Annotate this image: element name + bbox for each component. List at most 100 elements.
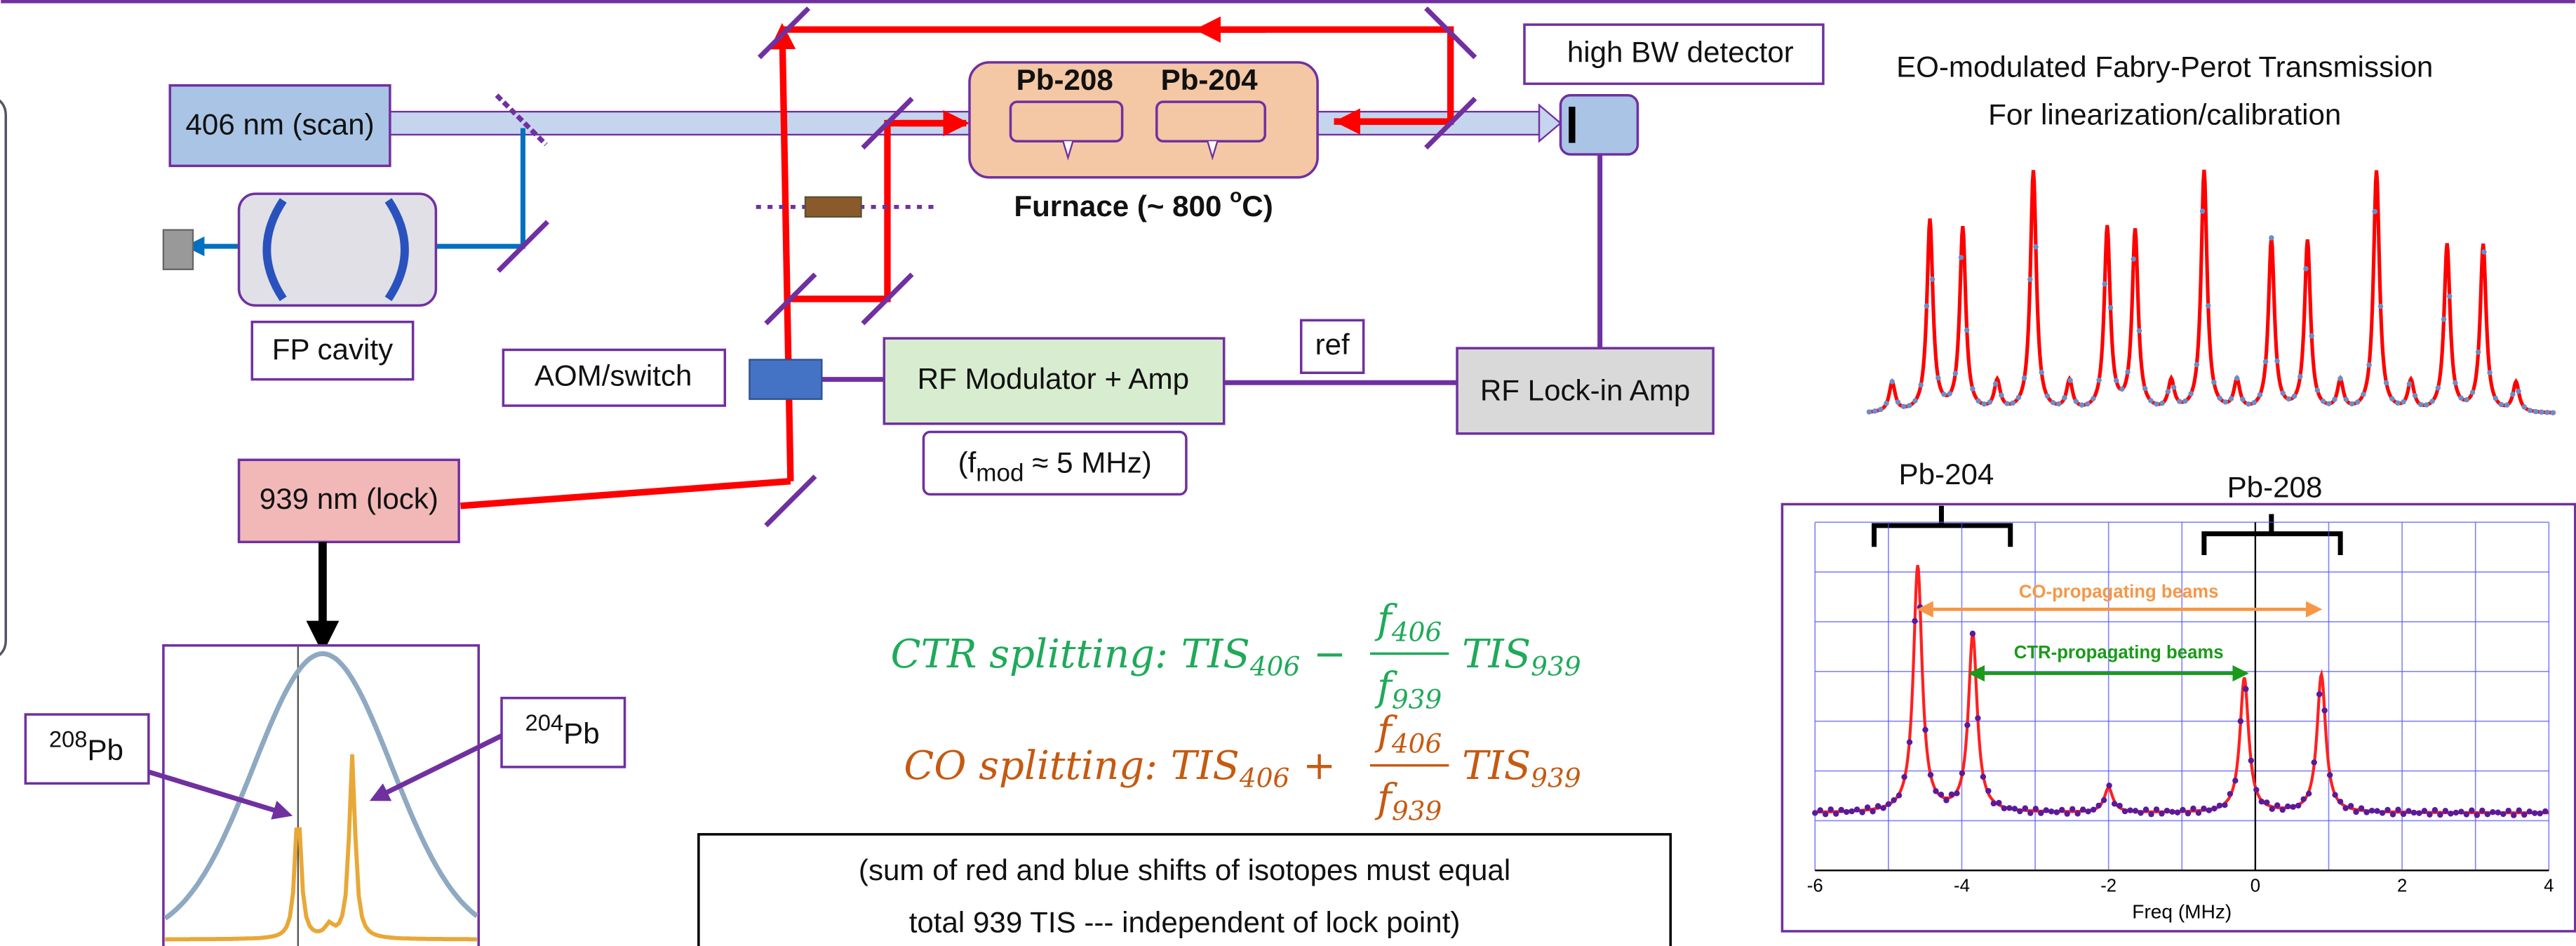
label: high BW detector <box>1567 35 1794 68</box>
spectrum-dot <box>2427 811 2433 818</box>
trace-dot <box>1866 409 1872 415</box>
spectrum-dot <box>2279 806 2286 813</box>
trace-dot <box>2349 401 2355 407</box>
trace-dot <box>2389 396 2395 401</box>
trace-dot <box>2010 400 2015 406</box>
trace-dot <box>2533 408 2539 415</box>
trace-dot <box>1929 277 1936 282</box>
spectrum-dot <box>2022 805 2028 811</box>
trace-dot <box>1981 401 1987 407</box>
trace-dot <box>1947 391 1952 397</box>
trace-dot <box>2487 370 2493 375</box>
spectrum-dot <box>2164 807 2171 814</box>
trace-dot <box>2211 380 2217 385</box>
spectrum-dot <box>1906 739 1913 745</box>
spectrum-dot <box>2132 808 2139 814</box>
trace-dot <box>1872 408 1878 414</box>
lens <box>384 198 409 302</box>
spectrum-dot <box>2127 807 2133 813</box>
label: Pb-208 <box>2227 471 2323 504</box>
spectrum-dot <box>2085 808 2091 815</box>
spectrum-dot <box>2300 796 2307 802</box>
spectrum-dot <box>2174 809 2181 815</box>
spectrum-dot <box>2232 778 2239 784</box>
spectrum-dot <box>1948 791 1955 798</box>
spectrum-dot <box>2274 802 2281 808</box>
spectrum-dot <box>2531 810 2538 816</box>
numerator: f406 <box>1374 709 1442 759</box>
trace-dot <box>2493 395 2499 401</box>
trace-dot <box>2458 395 2464 401</box>
spectrum-dot <box>1891 797 1897 804</box>
trace-dot <box>2418 401 2424 408</box>
trace-dot <box>2424 402 2429 408</box>
spectrum-dot <box>2337 799 2344 805</box>
trace-dot <box>2354 399 2361 405</box>
spectrum-dot <box>2100 797 2107 804</box>
lock-plot <box>162 644 480 946</box>
trace-dot <box>1900 404 1907 409</box>
trace-dot <box>1884 401 1889 406</box>
trace-dot <box>2469 389 2476 395</box>
spectrum-dot <box>2001 805 2008 812</box>
plot-frame <box>1780 502 2576 933</box>
spectrum-dot <box>1964 722 1971 728</box>
spectrum-dot <box>2421 808 2428 814</box>
ctr-label: CTR-propagating beams <box>2014 643 2224 662</box>
spectrum-dot <box>1822 811 1829 818</box>
trace-dot <box>1924 303 1930 309</box>
trace-dot <box>2332 397 2337 402</box>
spectrum-dot <box>2516 807 2522 813</box>
trace-dot <box>2441 317 2447 322</box>
trace-dot <box>2177 399 2182 404</box>
trace-dot <box>2165 389 2171 394</box>
trace-dot <box>2188 391 2194 397</box>
spectrum-dot <box>2159 811 2165 817</box>
trace-dot <box>2516 388 2521 394</box>
trace-dot <box>2142 385 2148 392</box>
spectrum-dot <box>2305 790 2312 797</box>
spectrum-dot <box>2295 802 2302 809</box>
trace-dot <box>2050 399 2056 406</box>
spectrum-dot <box>2211 805 2218 812</box>
trace-dot <box>2021 375 2027 381</box>
trace-dot <box>2096 378 2102 383</box>
spectrum-dot <box>2053 809 2060 815</box>
trace-dot <box>2067 378 2073 383</box>
label: 939 nm (lock) <box>260 482 438 515</box>
trace-dot <box>2337 375 2343 382</box>
spectrum-dot <box>2542 808 2549 815</box>
fmod-label: (fmod ≈ 5 MHz) <box>958 446 1152 486</box>
trace-dot <box>1975 398 1981 404</box>
spectrum-dot <box>2138 810 2144 816</box>
x-tick-label: -4 <box>1954 877 1970 896</box>
spectrum-dot <box>2253 787 2260 793</box>
spectrum-dot <box>2038 810 2044 816</box>
trace-dot <box>2102 281 2108 287</box>
spectrum-dot <box>2400 811 2407 818</box>
spectrum-dot <box>2180 806 2186 813</box>
spectrum-dot <box>1843 808 1850 815</box>
spectrum-dot <box>2395 806 2401 813</box>
trace-dot <box>2320 398 2326 404</box>
spectrum-dot <box>2389 811 2396 818</box>
trace-dot <box>1889 379 1895 385</box>
spectrum-dot <box>2342 805 2349 811</box>
spectrum-dot <box>1990 800 1997 807</box>
equation-left: CO splitting: TIS406 + <box>904 743 1336 793</box>
note-box <box>697 833 1672 946</box>
trace-dot <box>2361 392 2366 397</box>
trace-dot <box>2262 359 2269 365</box>
spectrum-dot <box>2285 803 2291 810</box>
trace-dot <box>2194 361 2200 368</box>
spectrum-dot <box>1880 805 1886 811</box>
spectrum-dot <box>1874 803 1881 809</box>
brace <box>1871 505 2013 547</box>
spectrum-dot <box>1812 810 1818 816</box>
spectrum-dot <box>2069 806 2076 813</box>
trace-dot <box>2326 401 2332 406</box>
arrow <box>147 769 293 820</box>
trace-dot <box>2274 358 2280 364</box>
spectrum-dot <box>1959 770 1966 777</box>
co-label: CO-propagating beams <box>2019 582 2219 602</box>
